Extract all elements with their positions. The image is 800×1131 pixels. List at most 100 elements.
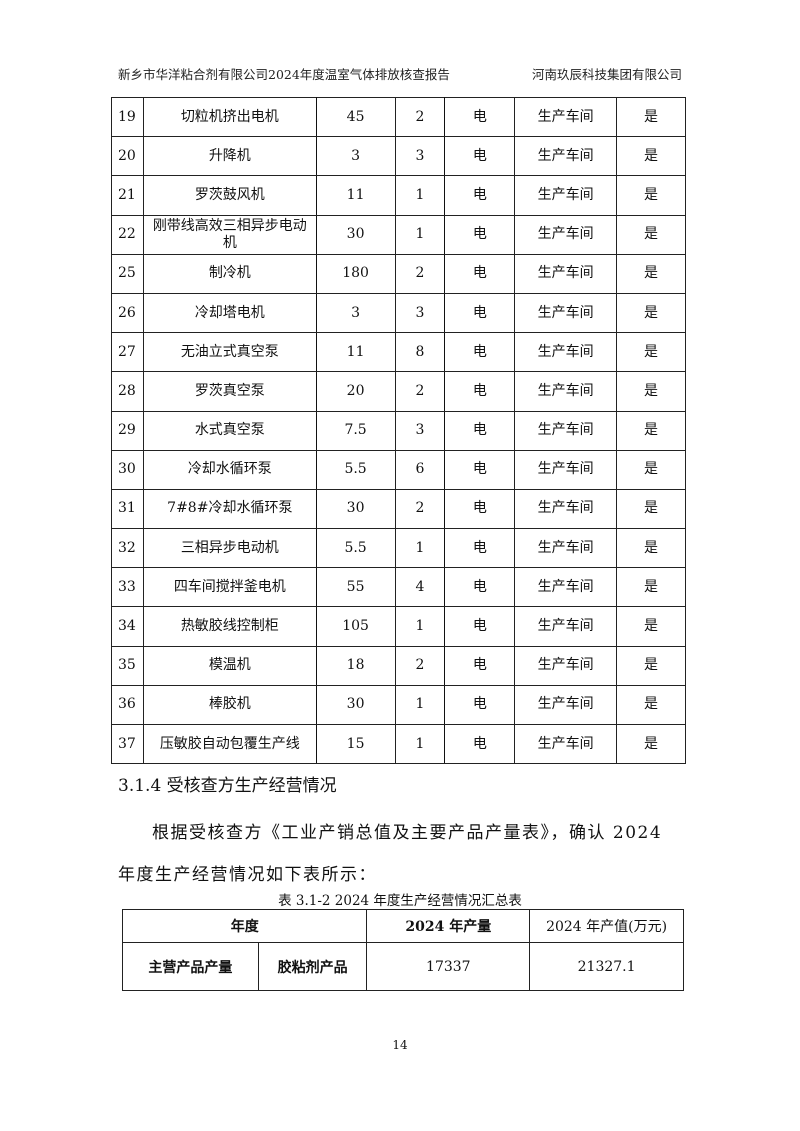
in-scope: 是 [616, 567, 686, 608]
location: 生产车间 [514, 332, 618, 373]
table-row: 26 冷却塔电机 3 3 电生产车间是 [111, 292, 686, 334]
table-row: 36 棒胶机 30 1 电生产车间是 [111, 684, 686, 726]
location: 生产车间 [514, 606, 618, 647]
quantity: 2 [394, 645, 446, 686]
row-number: 21 [111, 175, 144, 216]
in-scope: 是 [616, 175, 686, 216]
power: 5.5 [315, 449, 396, 490]
energy-type: 电 [444, 410, 516, 451]
in-scope: 是 [616, 606, 686, 647]
equipment-name: 冷却水循环泵 [142, 449, 317, 490]
table-row: 30 冷却水循环泵 5.5 6 电生产车间是 [111, 449, 686, 490]
location: 生产车间 [514, 449, 618, 490]
table-row: 25 制冷机 180 2 电生产车间是 [111, 253, 686, 294]
row-number: 25 [111, 253, 144, 294]
quantity: 1 [394, 606, 446, 647]
page-number: 14 [392, 1038, 408, 1052]
running-header: 新乡市华洋粘合剂有限公司2024年度温室气体排放核查报告 河南玖辰科技集团有限公… [118, 64, 682, 83]
equipment-name: 压敏胶自动包覆生产线 [142, 723, 317, 765]
equipment-name: 棒胶机 [142, 684, 317, 726]
power: 55 [315, 567, 396, 608]
row-number: 32 [111, 528, 144, 569]
location: 生产车间 [514, 175, 618, 216]
header-value: 2024 年产值(万元) [529, 909, 684, 943]
power: 11 [315, 175, 396, 216]
table-row: 32 三相异步电动机 5.5 1 电生产车间是 [111, 528, 686, 569]
row-number: 37 [111, 723, 144, 765]
row-number: 36 [111, 684, 144, 726]
in-scope: 是 [616, 528, 686, 569]
power: 180 [315, 253, 396, 294]
quantity: 4 [394, 567, 446, 608]
in-scope: 是 [616, 214, 686, 255]
energy-type: 电 [444, 136, 516, 177]
location: 生产车间 [514, 488, 618, 530]
location: 生产车间 [514, 292, 618, 334]
energy-type: 电 [444, 528, 516, 569]
table-row: 35 模温机 18 2 电生产车间是 [111, 645, 686, 686]
row-number: 20 [111, 136, 144, 177]
product-name: 胶粘剂产品 [257, 942, 368, 991]
row-number: 30 [111, 449, 144, 490]
energy-type: 电 [444, 214, 516, 255]
location: 生产车间 [514, 96, 618, 138]
section-heading: 3.1.4 受核查方生产经营情况 [118, 776, 337, 796]
paragraph-line-2: 年度生产经营情况如下表所示： [118, 865, 377, 885]
table-caption: 表 3.1-2 2024 年度生产经营情况汇总表 [278, 893, 522, 909]
in-scope: 是 [616, 684, 686, 726]
equipment-name: 罗茨真空泵 [142, 371, 317, 412]
power: 30 [315, 684, 396, 726]
equipment-name: 切粒机挤出电机 [142, 96, 317, 138]
equipment-name: 升降机 [142, 136, 317, 177]
header-company: 河南玖辰科技集团有限公司 [531, 67, 682, 82]
equipment-name: 刚带线高效三相异步电动机 [142, 214, 317, 255]
location: 生产车间 [514, 253, 618, 294]
location: 生产车间 [514, 371, 618, 412]
in-scope: 是 [616, 488, 686, 530]
energy-type: 电 [444, 253, 516, 294]
table-row: 34 热敏胶线控制柜 105 1 电生产车间是 [111, 606, 686, 647]
power: 3 [315, 136, 396, 177]
quantity: 3 [394, 292, 446, 334]
equipment-table: 19 切粒机挤出电机 45 2 电生产车间是 20 升降机 3 3 电生产车间是 21 罗茨鼓风机 11… [111, 96, 686, 765]
output-value: 17337 [366, 942, 531, 991]
power: 15 [315, 723, 396, 765]
in-scope: 是 [616, 253, 686, 294]
row-number: 19 [111, 96, 144, 138]
quantity: 2 [394, 96, 446, 138]
quantity: 2 [394, 371, 446, 412]
energy-type: 电 [444, 684, 516, 726]
energy-type: 电 [444, 371, 516, 412]
in-scope: 是 [616, 332, 686, 373]
location: 生产车间 [514, 645, 618, 686]
table-row: 19 切粒机挤出电机 45 2 电生产车间是 [111, 96, 686, 138]
in-scope: 是 [616, 410, 686, 451]
location: 生产车间 [514, 410, 618, 451]
power: 105 [315, 606, 396, 647]
in-scope: 是 [616, 645, 686, 686]
power: 20 [315, 371, 396, 412]
row-number: 26 [111, 292, 144, 334]
power: 30 [315, 214, 396, 255]
energy-type: 电 [444, 488, 516, 530]
row-number: 33 [111, 567, 144, 608]
in-scope: 是 [616, 723, 686, 765]
in-scope: 是 [616, 136, 686, 177]
power: 11 [315, 332, 396, 373]
row-label: 主营产品产量 [122, 942, 259, 991]
quantity: 2 [394, 253, 446, 294]
table-row: 21 罗茨鼓风机 11 1 电生产车间是 [111, 175, 686, 216]
table-row: 20 升降机 3 3 电生产车间是 [111, 136, 686, 177]
equipment-name: 7#8#冷却水循环泵 [142, 488, 317, 530]
table-row: 28 罗茨真空泵 20 2 电生产车间是 [111, 371, 686, 412]
equipment-name: 三相异步电动机 [142, 528, 317, 569]
row-number: 28 [111, 371, 144, 412]
location: 生产车间 [514, 567, 618, 608]
energy-type: 电 [444, 449, 516, 490]
quantity: 6 [394, 449, 446, 490]
output-worth: 21327.1 [529, 942, 684, 991]
quantity: 2 [394, 488, 446, 530]
energy-type: 电 [444, 645, 516, 686]
power: 30 [315, 488, 396, 530]
